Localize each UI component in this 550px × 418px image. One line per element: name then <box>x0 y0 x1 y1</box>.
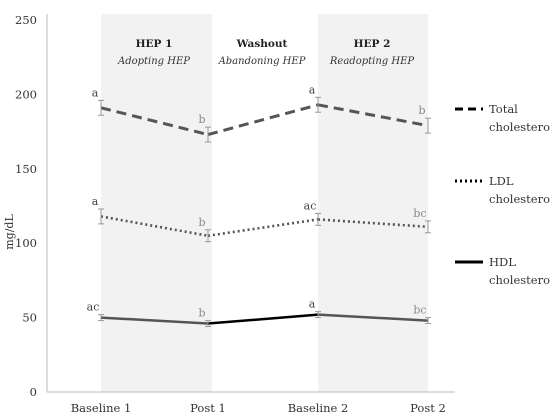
phase-band-1 <box>101 14 212 392</box>
x-tick-label: Post 2 <box>410 401 446 415</box>
significance-label: b <box>198 113 205 126</box>
y-tick-label: 150 <box>15 162 37 176</box>
x-tick-label: Baseline 1 <box>71 401 132 415</box>
phase-band-3 <box>318 14 428 392</box>
phase-title: HEP 2 <box>354 38 391 50</box>
y-tick-label: 200 <box>15 87 37 101</box>
phase-subtitle: Abandoning HEP <box>218 56 306 67</box>
y-tick-label: 250 <box>15 13 37 27</box>
series-segment <box>317 103 429 128</box>
phase-subtitle: Adopting HEP <box>117 56 190 67</box>
significance-label: b <box>198 307 205 320</box>
phase-subtitle: Readopting HEP <box>329 56 414 67</box>
significance-label: ac <box>304 199 317 212</box>
legend-label: LDL <box>489 174 514 188</box>
legend-label: cholesterol <box>489 273 550 287</box>
series-segment <box>100 316 209 325</box>
series-segment <box>207 313 319 325</box>
series-segment <box>317 218 429 229</box>
series-segment <box>100 215 209 238</box>
series-segment <box>207 218 319 238</box>
series-segment <box>317 313 429 322</box>
y-tick-label: 100 <box>15 236 37 250</box>
y-tick-label: 0 <box>30 385 37 399</box>
significance-label: bc <box>413 304 426 317</box>
significance-label: a <box>92 195 99 208</box>
legend-label: HDL <box>489 255 516 269</box>
significance-label: a <box>92 86 99 99</box>
y-tick-label: 50 <box>22 311 37 325</box>
significance-label: a <box>309 83 316 96</box>
legend-label: cholesterol <box>489 192 550 206</box>
y-axis-label: mg/dL <box>3 214 16 250</box>
significance-label: b <box>198 216 205 229</box>
significance-label: a <box>309 298 316 311</box>
legend-label: Total <box>489 102 518 116</box>
series-segment <box>207 103 319 137</box>
series-segment <box>100 106 209 137</box>
significance-label: ac <box>87 301 100 314</box>
phase-title: Washout <box>236 38 288 50</box>
significance-label: b <box>418 104 425 117</box>
legend-label: cholesterol <box>489 120 550 134</box>
x-tick-label: Baseline 2 <box>288 401 349 415</box>
x-tick-label: Post 1 <box>190 401 226 415</box>
significance-label: bc <box>413 207 426 220</box>
phase-title: HEP 1 <box>136 38 173 50</box>
